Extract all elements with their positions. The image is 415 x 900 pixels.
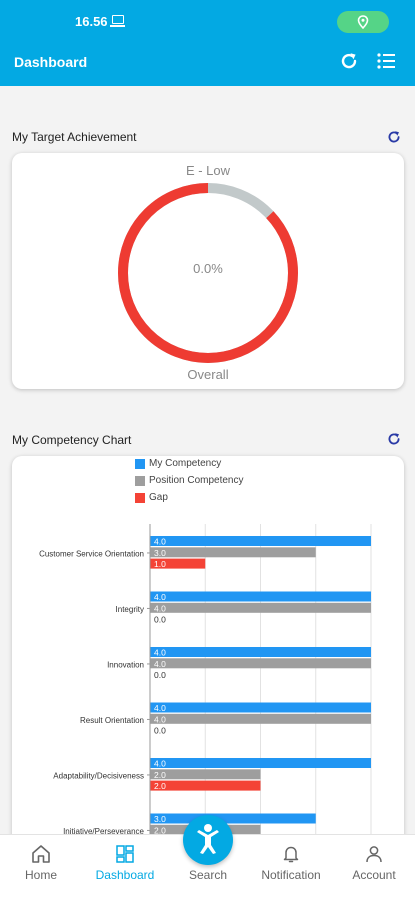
bar-1-4 bbox=[150, 769, 261, 780]
target-refresh-icon[interactable] bbox=[386, 129, 402, 145]
page-title: Dashboard bbox=[14, 54, 88, 70]
location-indicator bbox=[337, 11, 389, 33]
nav-notification-label: Notification bbox=[261, 868, 321, 882]
legend-gap: Gap bbox=[135, 492, 168, 503]
competency-chart-card: My Competency Position Competency Gap Cu… bbox=[12, 456, 404, 876]
overall-label: Overall bbox=[187, 367, 229, 382]
nav-home-label: Home bbox=[24, 868, 57, 882]
bar-label: 0.0 bbox=[154, 615, 166, 625]
bar-label: 4.0 bbox=[154, 759, 166, 769]
category-label: Innovation bbox=[107, 660, 144, 669]
bell-icon bbox=[283, 846, 299, 863]
legend-swatch-position-competency bbox=[135, 476, 145, 486]
search-button[interactable] bbox=[183, 815, 233, 865]
bar-label: 4.0 bbox=[154, 659, 166, 669]
nav-account-label: Account bbox=[352, 868, 396, 882]
laptop-icon bbox=[110, 15, 125, 27]
bar-0-5 bbox=[150, 813, 316, 824]
bar-1-0 bbox=[150, 547, 316, 558]
category-label: Customer Service Orientation bbox=[39, 549, 144, 558]
legend-swatch-gap bbox=[135, 493, 145, 503]
legend-label-position-competency: Position Competency bbox=[149, 475, 244, 486]
app-bar: Dashboard bbox=[0, 36, 415, 86]
bar-label: 1.0 bbox=[154, 559, 166, 569]
refresh-icon[interactable] bbox=[338, 50, 360, 72]
bar-1-3 bbox=[150, 713, 371, 724]
achievement-percent: 0.0% bbox=[193, 261, 223, 276]
bar-0-2 bbox=[150, 647, 371, 657]
person-icon bbox=[366, 846, 382, 863]
bar-1-1 bbox=[150, 602, 371, 613]
bar-label: 2.0 bbox=[154, 781, 166, 791]
competency-section-title: My Competency Chart bbox=[12, 433, 132, 447]
category-label: Integrity bbox=[116, 605, 144, 614]
home-icon bbox=[32, 845, 50, 863]
donut-achieved-arc bbox=[118, 183, 298, 363]
nav-search-label[interactable]: Search bbox=[188, 868, 228, 882]
nav-home[interactable]: Home bbox=[0, 843, 82, 882]
legend-label-my-competency: My Competency bbox=[149, 458, 222, 469]
legend-swatch-my-competency bbox=[135, 459, 145, 469]
bar-label: 4.0 bbox=[154, 592, 166, 602]
status-bar: 16.56 bbox=[0, 0, 415, 36]
bar-0-0 bbox=[150, 536, 371, 546]
category-label: Initiative/Perseverance bbox=[63, 827, 144, 836]
competency-refresh-icon[interactable] bbox=[386, 431, 402, 447]
bar-0-4 bbox=[150, 758, 371, 768]
target-section-title: My Target Achievement bbox=[12, 130, 137, 144]
target-achievement-card: E - Low 0.0% Overall bbox=[12, 153, 404, 389]
bottom-nav: Home Dashboard Search Notification Accou… bbox=[0, 815, 415, 900]
competency-bar-chart: Customer Service Orientation4.03.01.0Int… bbox=[39, 524, 372, 876]
location-pin-icon bbox=[357, 15, 369, 29]
nav-account[interactable]: Account bbox=[333, 843, 415, 882]
status-time: 16.56 bbox=[75, 14, 108, 29]
bar-1-2 bbox=[150, 658, 371, 669]
bar-2-0 bbox=[150, 558, 206, 569]
bar-label: 4.0 bbox=[154, 703, 166, 713]
bar-label: 3.0 bbox=[154, 548, 166, 558]
category-label: Result Orientation bbox=[80, 716, 144, 725]
bar-label: 3.0 bbox=[154, 814, 166, 824]
bar-label: 0.0 bbox=[154, 670, 166, 680]
grade-label: E - Low bbox=[185, 163, 231, 178]
bar-label: 2.0 bbox=[154, 770, 166, 780]
nav-notification[interactable]: Notification bbox=[250, 843, 332, 882]
bar-label: 0.0 bbox=[154, 726, 166, 736]
bar-label: 4.0 bbox=[154, 537, 166, 547]
bar-label: 4.0 bbox=[154, 648, 166, 658]
bar-label: 4.0 bbox=[154, 603, 166, 613]
achievement-donut bbox=[118, 183, 298, 363]
legend-position-competency: Position Competency bbox=[135, 475, 244, 486]
category-label: Adaptability/Decisiveness bbox=[53, 771, 144, 780]
bar-0-1 bbox=[150, 591, 371, 602]
legend-label-gap: Gap bbox=[149, 492, 168, 503]
legend-my-competency: My Competency bbox=[135, 458, 222, 469]
bar-0-3 bbox=[150, 702, 371, 713]
nav-dashboard[interactable]: Dashboard bbox=[84, 843, 166, 882]
bar-2-4 bbox=[150, 780, 261, 791]
dashboard-icon bbox=[116, 845, 134, 863]
person-jump-icon bbox=[197, 824, 219, 854]
list-menu-icon[interactable] bbox=[375, 50, 397, 72]
nav-dashboard-label: Dashboard bbox=[95, 868, 155, 882]
bar-label: 2.0 bbox=[154, 825, 166, 835]
bar-label: 4.0 bbox=[154, 714, 166, 724]
